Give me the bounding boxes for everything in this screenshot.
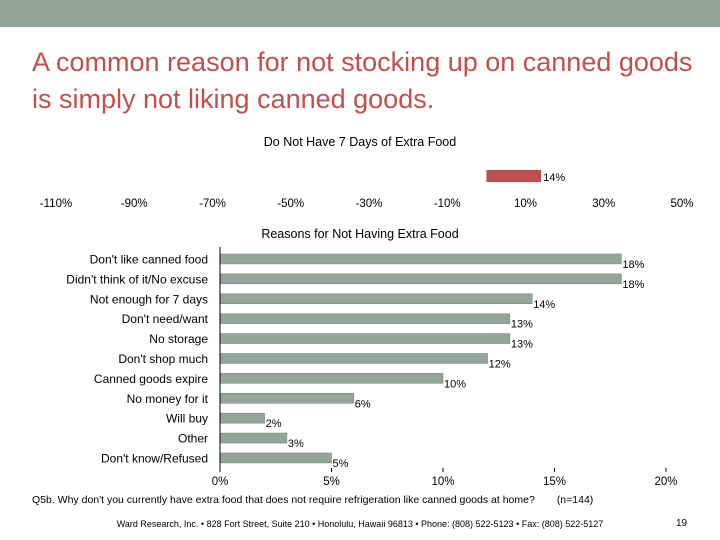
chart2-category-label: No money for it <box>127 392 209 406</box>
chart2-category-label: Will buy <box>166 412 208 426</box>
chart2-tick-label: 0% <box>212 476 229 488</box>
chart2-tick-label: 15% <box>543 476 566 488</box>
chart1-tick-label: 30% <box>592 198 615 210</box>
chart2-data-label: 2% <box>266 418 282 430</box>
slide-title: A common reason for not stocking up on c… <box>32 47 693 114</box>
chart2-bar <box>219 412 265 424</box>
chart2-bar <box>219 452 332 464</box>
chart2-data-label: 18% <box>622 279 644 291</box>
chart2-bar <box>219 273 622 285</box>
chart2-category-label: No storage <box>149 332 208 346</box>
chart2-bar <box>219 373 444 384</box>
chart1-tick-label: 10% <box>514 198 537 210</box>
chart2-data-label: 14% <box>533 299 555 311</box>
header-bar <box>0 0 720 27</box>
chart2-title: Reasons for Not Having Extra Food <box>261 227 459 241</box>
chart2-category-label: Don't need/want <box>122 312 209 326</box>
chart2-data-label: 3% <box>288 438 304 450</box>
chart2-category-label: Don't like canned food <box>90 252 208 266</box>
chart2-tick-label: 5% <box>323 476 340 488</box>
chart2-data-label: 12% <box>489 358 511 370</box>
chart2-tick-label: 20% <box>654 476 677 488</box>
chart2-category-label: Not enough for 7 days <box>90 292 208 306</box>
chart1-tick-label: -50% <box>277 198 304 210</box>
chart2-data-label: 18% <box>622 259 644 271</box>
chart2-category-label: Didn't think of it/No excuse <box>66 272 208 286</box>
footnote-sample-size: (n=144) <box>556 494 594 506</box>
chart1-title: Do Not Have 7 Days of Extra Food <box>263 135 457 149</box>
chart1-tick-label: -10% <box>434 198 461 210</box>
page-number: 19 <box>676 518 688 529</box>
chart2-bar <box>219 393 355 404</box>
chart2-bar <box>219 432 288 444</box>
chart2-bar <box>219 333 511 344</box>
chart2-tick-label: 10% <box>431 476 454 488</box>
chart2-bar <box>219 253 622 265</box>
chart2-data-label: 6% <box>355 398 371 410</box>
chart2-data-label: 5% <box>333 458 349 470</box>
footer-contact: Ward Research, Inc. • 828 Fort Street, S… <box>116 519 604 529</box>
chart1-tick-label: -110% <box>40 198 72 210</box>
chart2-bar <box>219 313 511 324</box>
footnote-question: Q5b. Why don't you currently have extra … <box>32 494 535 506</box>
chart1-tick-label: -90% <box>121 198 148 210</box>
chart2-data-label: 13% <box>511 319 533 331</box>
chart2-category-label: Canned goods expire <box>94 372 208 386</box>
chart2-data-label: 10% <box>444 378 466 390</box>
chart2-category-label: Other <box>178 432 208 446</box>
chart1-tick-label: -70% <box>199 198 226 210</box>
chart1-tick-label: 50% <box>670 198 693 210</box>
chart1-data-label: 14% <box>543 172 565 184</box>
chart1-bar <box>486 170 542 182</box>
chart2-bar <box>219 293 533 304</box>
chart2-svg: Don't like canned food 18% Didn't think of… <box>66 247 678 488</box>
chart2-category-label: Don't know/Refused <box>101 451 208 465</box>
chart2-data-label: 13% <box>511 339 533 351</box>
chart1-svg: -110% -90% -70% -50% -30% -10% 10% 30% 50% 14% <box>40 170 694 210</box>
chart1-tick-label: -30% <box>356 198 383 210</box>
footnote: Q5b. Why don't you currently have extra … <box>32 494 593 506</box>
chart2-bar <box>219 353 488 364</box>
chart2-category-label: Don't shop much <box>118 352 208 366</box>
